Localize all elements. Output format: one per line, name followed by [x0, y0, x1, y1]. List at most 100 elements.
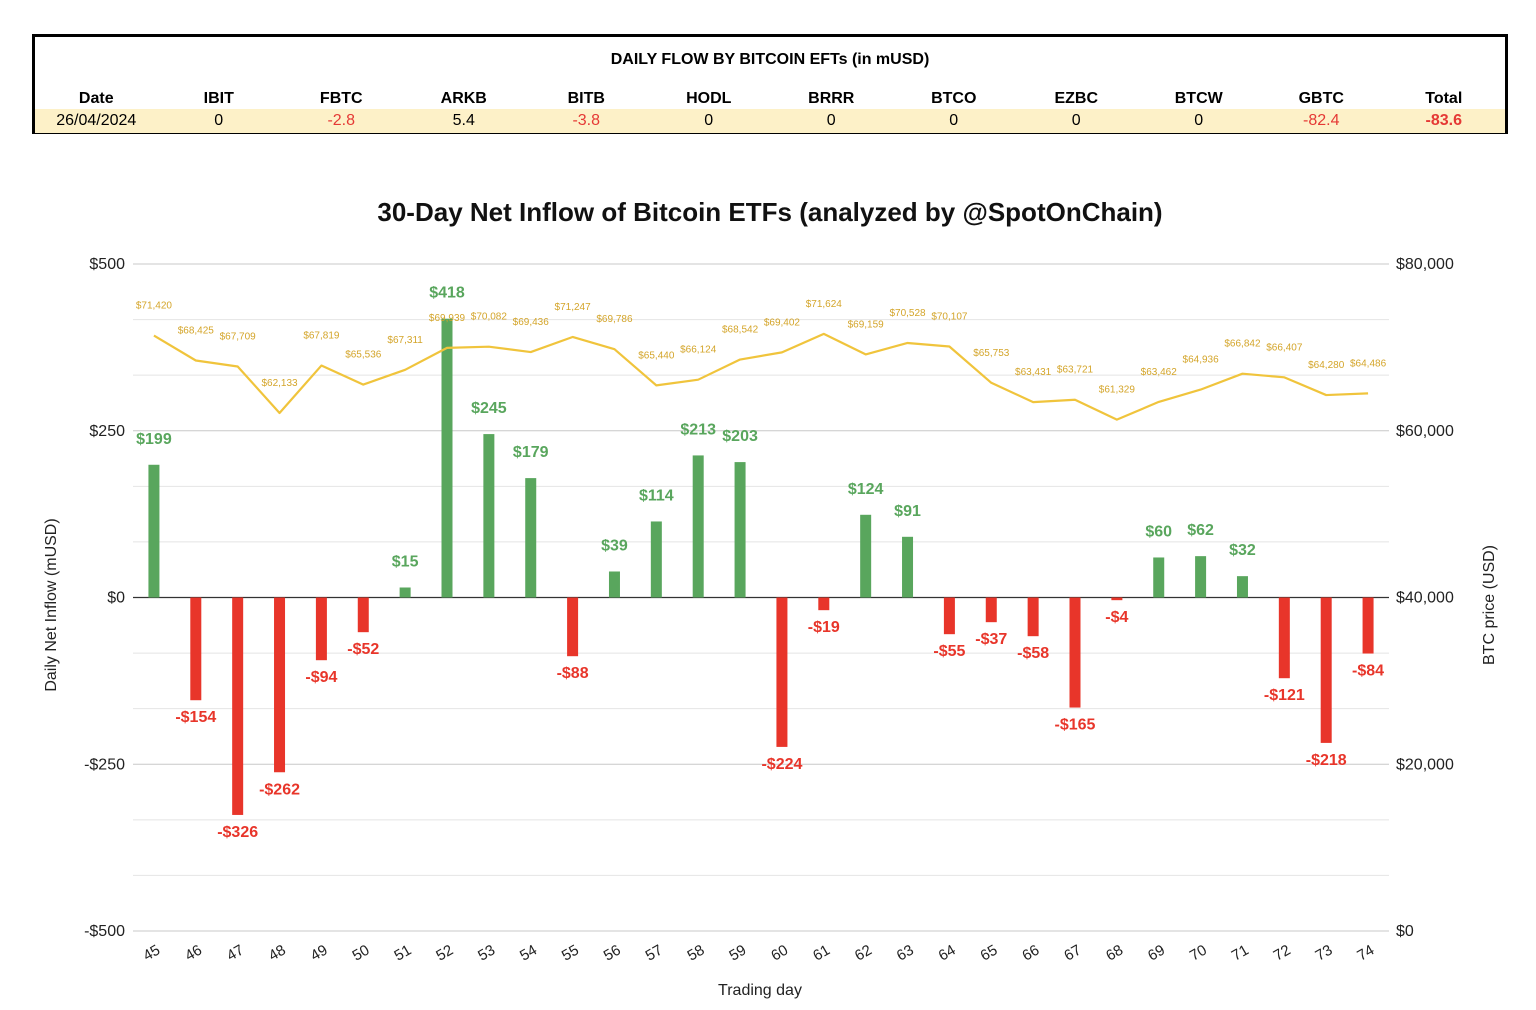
- bar-value-label: -$262: [259, 781, 300, 798]
- inflow-bar: [274, 597, 286, 773]
- inflow-bar: [315, 597, 327, 661]
- inflow-bar: [525, 478, 537, 598]
- bar-value-label: -$154: [175, 709, 216, 726]
- bar-value-label: -$58: [1017, 645, 1049, 662]
- bar-value-label: -$84: [1352, 663, 1384, 680]
- inflow-bar: [776, 597, 788, 747]
- x-tick-label: 69: [1145, 942, 1168, 965]
- table-cell-ezbc: 0: [1071, 112, 1081, 129]
- table-value-row: 26/04/2024 0 -2.8 5.4 -3.8 0 0 0 0 0 -82.4 -83.6: [35, 109, 1505, 133]
- price-point-label: $63,431: [1015, 367, 1052, 378]
- price-point-label: $71,624: [806, 299, 843, 310]
- price-point-label: $64,280: [1308, 360, 1345, 371]
- bar-value-label: -$218: [1306, 752, 1347, 769]
- inflow-bar: [357, 597, 369, 633]
- y2-tick-label: $0: [1396, 923, 1414, 940]
- inflow-bar: [483, 434, 495, 598]
- price-point-label: $65,753: [973, 348, 1010, 359]
- x-axis-ticks: 45 46 47 48 49 50 51 52 53 54 55 56 57 58 59 60 61 62 63 64…: [140, 942, 1377, 965]
- inflow-bar: [608, 571, 620, 598]
- daily-flow-table: DAILY FLOW BY BITCOIN EFTs (in mUSD) Dat…: [32, 34, 1508, 134]
- x-tick-label: 54: [517, 942, 540, 965]
- bar-value-label: -$37: [975, 631, 1007, 648]
- y-axis-label: Daily Net Inflow (mUSD): [43, 518, 60, 691]
- x-tick-label: 74: [1354, 942, 1377, 965]
- x-tick-label: 58: [684, 942, 707, 965]
- table-cell-brrr: 0: [826, 112, 836, 129]
- price-point-label: $71,420: [136, 301, 173, 312]
- x-tick-label: 48: [266, 942, 289, 965]
- x-tick-label: 71: [1229, 942, 1252, 965]
- table-cell-arkb: 5.4: [452, 112, 475, 129]
- price-point-label: $69,939: [429, 313, 466, 324]
- price-point-label: $65,440: [638, 350, 675, 361]
- bar-value-label: $39: [601, 537, 628, 554]
- table-cell-btco: 0: [949, 112, 959, 129]
- x-tick-label: 63: [894, 942, 917, 965]
- inflow-bar: [650, 521, 662, 598]
- inflow-bar: [692, 455, 704, 598]
- inflow-bar: [190, 597, 202, 701]
- table-header-brrr: BRRR: [808, 90, 855, 107]
- price-point-label: $64,486: [1350, 358, 1387, 369]
- price-point-label: $62,133: [261, 378, 298, 389]
- x-tick-label: 60: [768, 942, 791, 965]
- table-cell-bitb: -3.8: [572, 112, 601, 129]
- price-point-label: $69,159: [848, 319, 885, 330]
- x-tick-label: 55: [559, 942, 582, 965]
- inflow-bar: [399, 587, 411, 598]
- bar-value-label: $124: [848, 481, 884, 498]
- bar-value-label: $60: [1145, 523, 1172, 540]
- x-tick-label: 56: [601, 942, 624, 965]
- left-axis-ticks: $500 $250 $0 -$250 -$500: [84, 256, 125, 940]
- inflow-bar: [567, 597, 579, 657]
- table-cell-ibit: 0: [214, 112, 224, 129]
- x-tick-label: 68: [1103, 942, 1126, 965]
- price-point-label: $67,819: [303, 331, 340, 342]
- btc-price-line: $71,420 $68,425 $67,709 $62,133 $67,819 $65,5…: [136, 299, 1387, 421]
- table-header-btcw: BTCW: [1174, 90, 1223, 107]
- table-header-row: Date IBIT FBTC ARKB BITB HODL BRRR BTCO EZBC BTCW…: [35, 89, 1505, 109]
- price-point-label: $71,247: [555, 302, 592, 313]
- bar-value-label: -$52: [347, 641, 379, 658]
- price-point-label: $66,124: [680, 345, 717, 356]
- inflow-bars: $199 -$154 -$326 -$262 -$94 -$52 $15 $418 $245 $1…: [136, 285, 1384, 841]
- y-tick-label: $500: [89, 256, 125, 273]
- x-tick-label: 62: [852, 942, 875, 965]
- inflow-bar: [1320, 597, 1332, 743]
- bar-value-label: $91: [894, 503, 921, 520]
- inflow-bar: [985, 597, 997, 623]
- x-tick-label: 45: [140, 942, 163, 965]
- right-axis-ticks: $80,000 $60,000 $40,000 $20,000 $0: [1396, 256, 1454, 940]
- inflow-bar: [1278, 597, 1290, 679]
- inflow-bar: [1236, 576, 1248, 598]
- x-tick-label: 46: [182, 942, 205, 965]
- inflow-bar: [441, 318, 453, 598]
- x-tick-label: 67: [1061, 942, 1084, 965]
- table-header-total: Total: [1425, 90, 1463, 107]
- inflow-bar: [1153, 557, 1165, 598]
- x-tick-label: 65: [978, 942, 1001, 965]
- inflow-bar: [818, 597, 830, 611]
- table-header-ibit: IBIT: [203, 90, 234, 107]
- table-header-ezbc: EZBC: [1054, 90, 1099, 107]
- price-point-label: $65,536: [345, 350, 382, 361]
- bar-value-label: -$94: [305, 669, 337, 686]
- table-header-gbtc: GBTC: [1298, 90, 1344, 107]
- x-tick-label: 73: [1312, 942, 1335, 965]
- inflow-bar: [943, 597, 955, 635]
- x-tick-label: 53: [475, 942, 498, 965]
- bar-value-label: $245: [471, 400, 507, 417]
- price-point-label: $61,329: [1099, 385, 1136, 396]
- inflow-bar: [1027, 597, 1039, 637]
- inflow-bar: [232, 597, 244, 815]
- price-point-label: $70,528: [889, 308, 926, 319]
- bar-value-label: $62: [1187, 522, 1214, 539]
- bar-value-label: -$55: [933, 643, 965, 660]
- x-tick-label: 49: [308, 942, 331, 965]
- x-axis-label: Trading day: [718, 982, 802, 999]
- y-tick-label: -$500: [84, 923, 125, 940]
- price-point-label: $69,786: [596, 314, 633, 325]
- x-tick-label: 50: [350, 942, 373, 965]
- bar-value-label: $213: [680, 421, 716, 438]
